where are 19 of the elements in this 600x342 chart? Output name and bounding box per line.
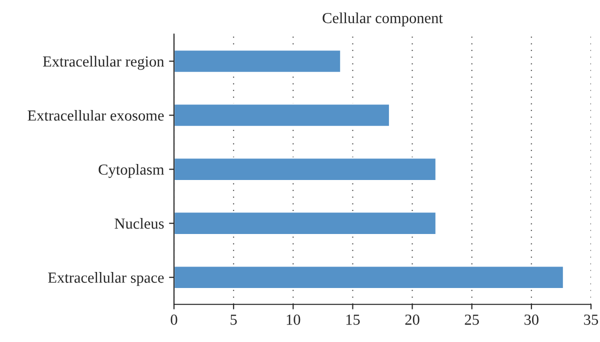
bar xyxy=(174,265,564,290)
y-tick-label: Extracellular exosome xyxy=(28,110,164,121)
x-tick-label: 30 xyxy=(524,314,538,325)
x-tick-label: 10 xyxy=(286,314,300,325)
x-tick-label: 15 xyxy=(346,314,360,325)
x-tick-label: 25 xyxy=(464,314,479,325)
x-tick-label: 20 xyxy=(405,314,420,325)
y-tick-label: Nucleus xyxy=(114,218,164,229)
y-tick-label: Extracellular space xyxy=(48,272,164,286)
bar xyxy=(174,49,342,74)
chart-title: Cellular component xyxy=(322,12,443,26)
y-tick-label: Extracellular region xyxy=(42,56,164,70)
bar xyxy=(174,157,437,182)
bar xyxy=(174,211,437,236)
bar xyxy=(174,103,390,128)
x-tick-label: 35 xyxy=(584,314,598,325)
x-tick-label: 5 xyxy=(230,314,237,325)
y-tick-label: Cytoplasm xyxy=(98,164,164,178)
x-tick-label: 0 xyxy=(170,314,178,325)
